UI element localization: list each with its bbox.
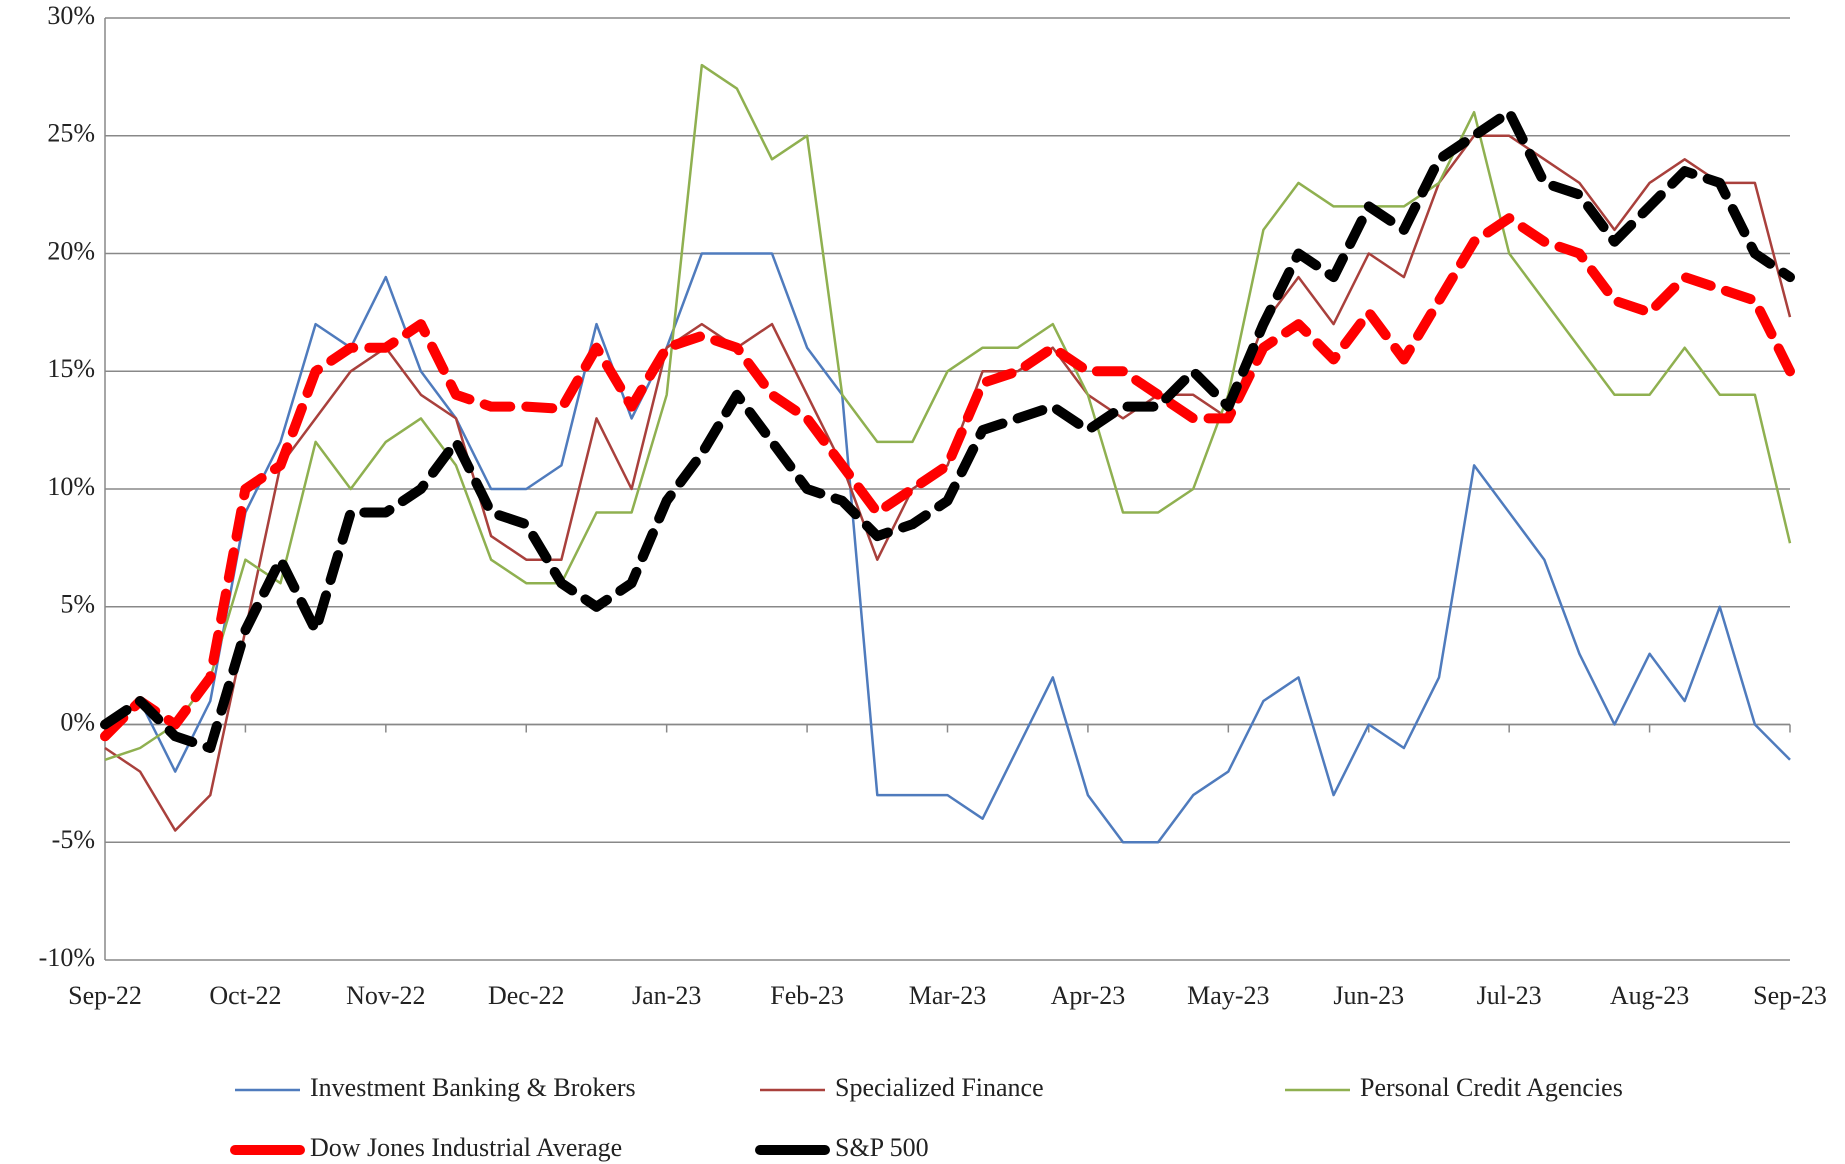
x-tick-label: Apr-23 [1051, 981, 1126, 1010]
series-line [100, 213, 1795, 742]
x-tick-label: Jun-23 [1333, 981, 1404, 1010]
legend-label: Investment Banking & Brokers [310, 1073, 636, 1102]
y-tick-label: 10% [47, 472, 95, 501]
x-tick-label: May-23 [1187, 981, 1269, 1010]
y-tick-label: 0% [60, 707, 95, 736]
x-tick-label: Jul-23 [1477, 981, 1542, 1010]
x-tick-label: Nov-22 [346, 981, 425, 1010]
x-tick-label: Feb-23 [770, 981, 844, 1010]
y-tick-label: 25% [47, 119, 95, 148]
legend-label: Specialized Finance [835, 1073, 1044, 1102]
legend-label: Dow Jones Industrial Average [310, 1133, 622, 1162]
series-line [104, 252, 1791, 844]
x-tick-label: Jan-23 [632, 981, 701, 1010]
x-tick-label: Mar-23 [909, 981, 986, 1010]
y-tick-label: 30% [47, 1, 95, 30]
legend-label: Personal Credit Agencies [1360, 1073, 1623, 1102]
x-tick-label: Sep-23 [1753, 981, 1827, 1010]
y-tick-label: -5% [52, 825, 95, 854]
y-tick-label: 20% [47, 236, 95, 265]
series-line [100, 107, 1795, 753]
x-tick-label: Aug-23 [1610, 981, 1689, 1010]
x-tick-label: Dec-22 [488, 981, 565, 1010]
y-tick-label: 5% [60, 590, 95, 619]
y-tick-label: 15% [47, 354, 95, 383]
y-tick-label: -10% [39, 943, 95, 972]
legend-label: S&P 500 [835, 1133, 929, 1162]
series-line [104, 63, 1792, 761]
x-tick-label: Sep-22 [68, 981, 142, 1010]
x-tick-label: Oct-22 [209, 981, 281, 1010]
